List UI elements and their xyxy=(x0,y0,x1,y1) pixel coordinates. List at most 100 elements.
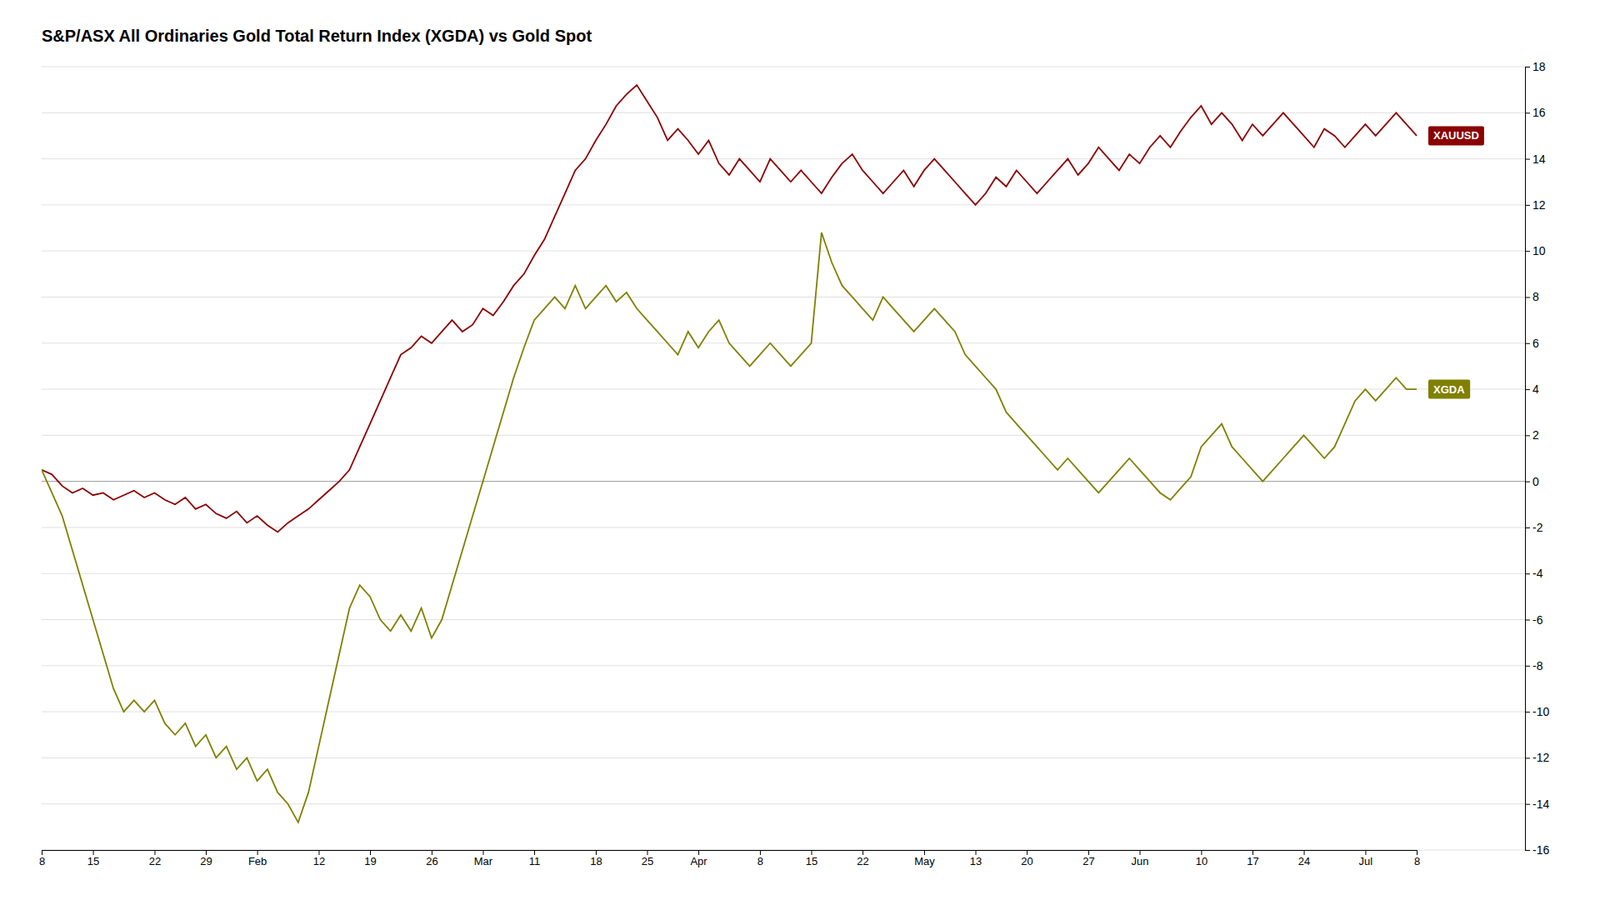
x-tick-mark xyxy=(646,850,648,855)
x-tick-label: 27 xyxy=(1082,855,1095,868)
y-tick: -6 xyxy=(1525,613,1544,627)
x-tick-label: 8 xyxy=(1414,855,1420,868)
x-tick: 15 xyxy=(805,850,818,868)
y-tick: -10 xyxy=(1525,705,1550,719)
y-tick-label: 6 xyxy=(1532,336,1540,350)
grid xyxy=(41,66,1525,850)
x-tick: Jun xyxy=(1131,850,1150,868)
x-tick-mark xyxy=(924,850,925,855)
grid-line xyxy=(41,573,1525,575)
y-tick-mark xyxy=(1525,804,1530,805)
grid-line xyxy=(41,204,1525,205)
grid-line xyxy=(41,342,1525,344)
y-tick-mark xyxy=(1525,205,1530,206)
x-tick: 15 xyxy=(87,850,100,868)
end-label: XAUUSD xyxy=(1428,125,1485,145)
x-tick: 22 xyxy=(149,850,161,868)
x-tick-label: Apr xyxy=(690,855,708,868)
x-tick: 10 xyxy=(1195,850,1208,868)
x-tick: 29 xyxy=(200,850,212,868)
x-tick-mark xyxy=(760,850,761,855)
grid-line xyxy=(41,619,1525,620)
y-tick-label: 0 xyxy=(1532,475,1540,489)
y-tick-mark xyxy=(1525,481,1530,483)
y-tick-mark xyxy=(1525,665,1530,667)
grid-line xyxy=(41,711,1525,713)
plot-area xyxy=(41,85,1417,823)
x-tick-mark xyxy=(1416,850,1418,855)
x-tick: 8 xyxy=(39,850,45,868)
y-tick-label: -6 xyxy=(1532,613,1544,627)
x-tick-mark xyxy=(1088,850,1090,855)
y-tick-label: -4 xyxy=(1532,566,1544,580)
y-tick-label: -16 xyxy=(1532,843,1550,857)
y-tick-label: 12 xyxy=(1532,198,1546,212)
x-tick-mark xyxy=(595,850,597,855)
grid-line xyxy=(41,66,1525,68)
x-tick: 18 xyxy=(590,850,602,868)
x-tick-mark xyxy=(1252,850,1254,855)
y-tick: 0 xyxy=(1525,475,1540,489)
x-tick-mark xyxy=(370,850,371,855)
chart: -16-14-12-10-8-6-4-202468101214161881522… xyxy=(0,0,1600,900)
y-tick-label: 4 xyxy=(1532,382,1540,396)
x-tick-mark xyxy=(534,850,535,855)
x-tick-label: 15 xyxy=(805,855,818,868)
title: S&P/ASX All Ordinaries Gold Total Return… xyxy=(41,26,592,45)
x-tick-mark xyxy=(93,850,95,855)
x-tick-label: 25 xyxy=(641,855,654,868)
y-tick-mark xyxy=(1525,850,1530,851)
series-line xyxy=(41,232,1417,823)
y-tick-label: -8 xyxy=(1532,659,1544,673)
y-tick-label: 8 xyxy=(1532,290,1540,304)
x-tick: 19 xyxy=(364,850,376,868)
x-tick: Mar xyxy=(474,850,494,868)
x-tick-label: 8 xyxy=(39,855,45,868)
x-tick-label: Jun xyxy=(1131,855,1150,868)
x-tick-mark xyxy=(482,850,484,855)
x-tick-label: 17 xyxy=(1246,855,1259,868)
y-tick-mark xyxy=(1525,757,1530,759)
x-tick: 11 xyxy=(529,850,541,868)
x-tick-mark xyxy=(1200,850,1202,855)
x-tick: 20 xyxy=(1020,850,1033,868)
x-tick-label: 15 xyxy=(87,855,100,868)
x-tick-mark xyxy=(811,850,813,855)
x-tick-label: 8 xyxy=(757,855,764,868)
x-tick-label: 29 xyxy=(200,855,212,868)
y-tick: 2 xyxy=(1525,428,1540,442)
grid-line xyxy=(41,526,1525,528)
y-tick: -14 xyxy=(1525,797,1550,811)
series-line xyxy=(41,85,1417,532)
y-tick-label: -12 xyxy=(1532,750,1550,765)
x-tick-label: 19 xyxy=(364,855,376,868)
x-tick: 22 xyxy=(856,850,869,868)
x-tick-mark xyxy=(257,850,259,855)
end-label-text: XGDA xyxy=(1433,383,1465,396)
x-tick-mark xyxy=(41,850,43,855)
y-tick-mark xyxy=(1525,711,1530,713)
end-label-text: XAUUSD xyxy=(1433,129,1480,142)
y-tick: -16 xyxy=(1525,843,1550,857)
grid-line xyxy=(41,803,1525,805)
x-tick: 26 xyxy=(425,850,438,868)
end-labels: XAUUSD XGDA xyxy=(1428,125,1485,399)
y-tick-label: 10 xyxy=(1532,244,1546,258)
y-tick: 4 xyxy=(1525,382,1540,396)
y-tick-mark xyxy=(1525,159,1530,160)
x-tick: Jul xyxy=(1359,850,1374,868)
y-tick-mark xyxy=(1525,296,1530,298)
y-tick-mark xyxy=(1525,389,1530,390)
x-tick: 8 xyxy=(757,850,764,868)
y-tick: 14 xyxy=(1525,152,1546,166)
x-axis: 8152229Feb121926Mar111825Apr81522May1320… xyxy=(39,850,1420,868)
x-tick-label: May xyxy=(914,855,935,868)
y-tick: -8 xyxy=(1525,659,1544,673)
x-tick: 12 xyxy=(313,850,325,868)
x-tick-mark xyxy=(431,850,433,855)
x-tick-label: 11 xyxy=(529,855,541,868)
x-tick: Apr xyxy=(690,850,708,868)
y-tick-mark xyxy=(1525,343,1530,345)
end-label-bg xyxy=(1428,125,1485,145)
x-tick: 17 xyxy=(1246,850,1259,868)
